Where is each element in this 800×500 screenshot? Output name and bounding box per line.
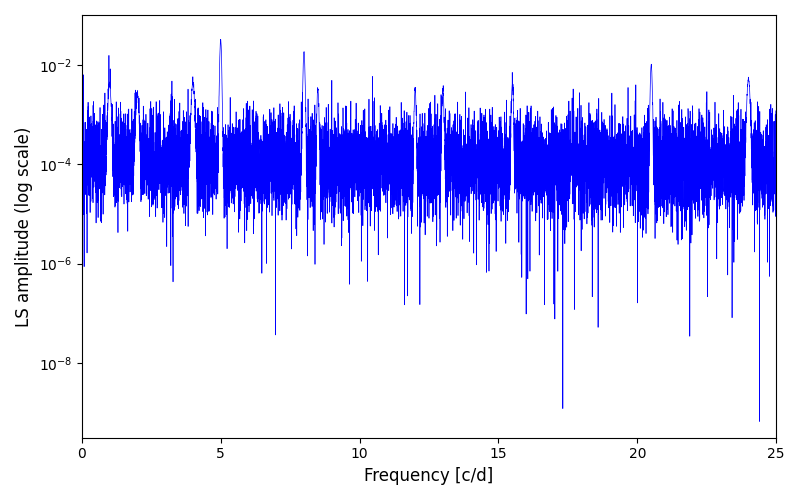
X-axis label: Frequency [c/d]: Frequency [c/d] — [364, 467, 494, 485]
Y-axis label: LS amplitude (log scale): LS amplitude (log scale) — [15, 126, 33, 326]
